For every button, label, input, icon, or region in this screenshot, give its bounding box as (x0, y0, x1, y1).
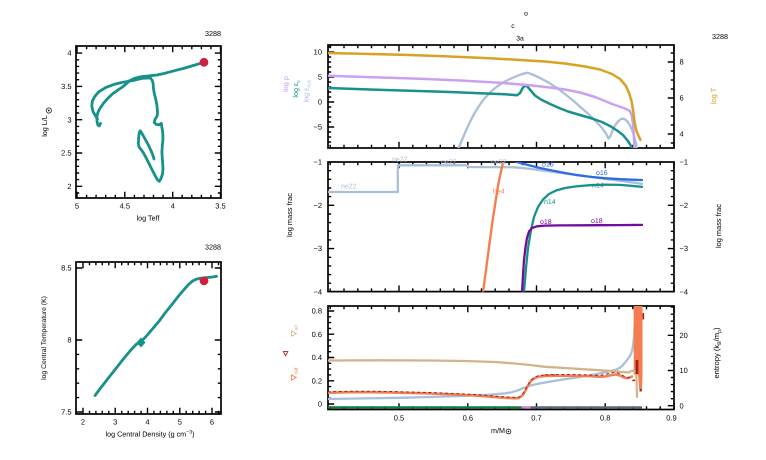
svg-text:log ρ: log ρ (281, 76, 290, 92)
svg-text:ne22: ne22 (341, 184, 357, 191)
svg-text:−1: −1 (313, 158, 322, 167)
svg-text:0.8: 0.8 (600, 414, 610, 423)
svg-text:3: 3 (113, 418, 117, 427)
svg-text:he4: he4 (493, 188, 505, 196)
svg-text:8.5: 8.5 (61, 264, 71, 273)
svg-text:3.5: 3.5 (215, 202, 225, 211)
svg-text:ne22: ne22 (441, 159, 457, 166)
svg-text:0.4: 0.4 (312, 353, 322, 362)
svg-text:log mass frac: log mass frac (714, 204, 723, 248)
svg-text:log εnuc: log εnuc (302, 79, 313, 102)
svg-text:3: 3 (67, 115, 71, 124)
svg-text:0.6: 0.6 (463, 414, 473, 423)
svg-text:log mass frac: log mass frac (285, 193, 294, 237)
svg-text:c: c (511, 23, 515, 30)
svg-text:3288: 3288 (712, 32, 728, 41)
svg-text:10: 10 (314, 48, 322, 57)
svg-text:o16: o16 (596, 170, 608, 177)
svg-text:ne22: ne22 (392, 157, 408, 164)
svg-text:log Central Density (g cm−3): log Central Density (g cm−3) (105, 430, 194, 439)
svg-text:0.7: 0.7 (531, 414, 541, 423)
svg-text:−4: −4 (680, 288, 689, 297)
svg-text:4: 4 (67, 49, 71, 58)
svg-text:20: 20 (680, 331, 688, 340)
svg-text:rad: rad (293, 367, 299, 374)
svg-text:0.6: 0.6 (312, 330, 322, 339)
svg-text:log εν: log εν (291, 80, 302, 98)
svg-text:5: 5 (318, 73, 322, 82)
svg-text:3.5: 3.5 (61, 82, 71, 91)
svg-text:5: 5 (178, 418, 182, 427)
svg-text:o16: o16 (542, 162, 554, 169)
svg-text:0: 0 (318, 400, 322, 409)
svg-text:8: 8 (680, 58, 684, 67)
svg-text:6: 6 (680, 94, 684, 103)
svg-text:entropy (kB/mp): entropy (kB/mp) (712, 327, 723, 379)
svg-text:4: 4 (145, 418, 149, 427)
svg-text:−3: −3 (680, 244, 689, 253)
svg-text:6: 6 (210, 418, 214, 427)
svg-text:−1: −1 (680, 158, 689, 167)
svg-text:4.5: 4.5 (120, 202, 130, 211)
svg-text:ne22: ne22 (491, 159, 507, 166)
svg-text:−5: −5 (313, 123, 322, 132)
svg-text:log T: log T (709, 87, 718, 104)
svg-text:0.2: 0.2 (312, 376, 322, 385)
svg-text:7.5: 7.5 (61, 408, 71, 417)
svg-text:n14: n14 (592, 183, 604, 190)
svg-text:0: 0 (318, 98, 322, 107)
svg-text:0.9: 0.9 (666, 414, 676, 423)
svg-text:log Teff: log Teff (137, 214, 160, 223)
svg-text:0.8: 0.8 (312, 307, 322, 316)
svg-text:log L/L: log L/L (40, 115, 49, 137)
svg-text:−4: −4 (313, 288, 322, 297)
svg-text:m/M: m/M (491, 426, 505, 435)
svg-text:2: 2 (67, 182, 71, 191)
svg-text:2: 2 (81, 418, 85, 427)
svg-text:−2: −2 (680, 201, 689, 210)
svg-text:5: 5 (75, 202, 79, 211)
svg-text:4: 4 (171, 202, 175, 211)
svg-text:0: 0 (680, 401, 684, 410)
svg-text:−3: −3 (313, 244, 322, 253)
svg-text:3a: 3a (516, 36, 524, 43)
svg-text:8: 8 (67, 336, 71, 345)
svg-text:2.5: 2.5 (61, 149, 71, 158)
svg-text:o18: o18 (540, 219, 552, 226)
svg-text:10: 10 (680, 366, 688, 375)
svg-text:o: o (524, 11, 528, 18)
svg-text:log Central Temperature (K): log Central Temperature (K) (41, 296, 48, 380)
svg-text:3288: 3288 (205, 243, 221, 252)
svg-text:−2: −2 (313, 201, 322, 210)
svg-text:n14: n14 (544, 199, 556, 206)
svg-text:0.5: 0.5 (394, 414, 404, 423)
svg-text:o18: o18 (591, 218, 603, 225)
svg-text:4: 4 (680, 130, 684, 139)
svg-text:3288: 3288 (205, 29, 221, 38)
svg-text:ad: ad (293, 325, 299, 331)
